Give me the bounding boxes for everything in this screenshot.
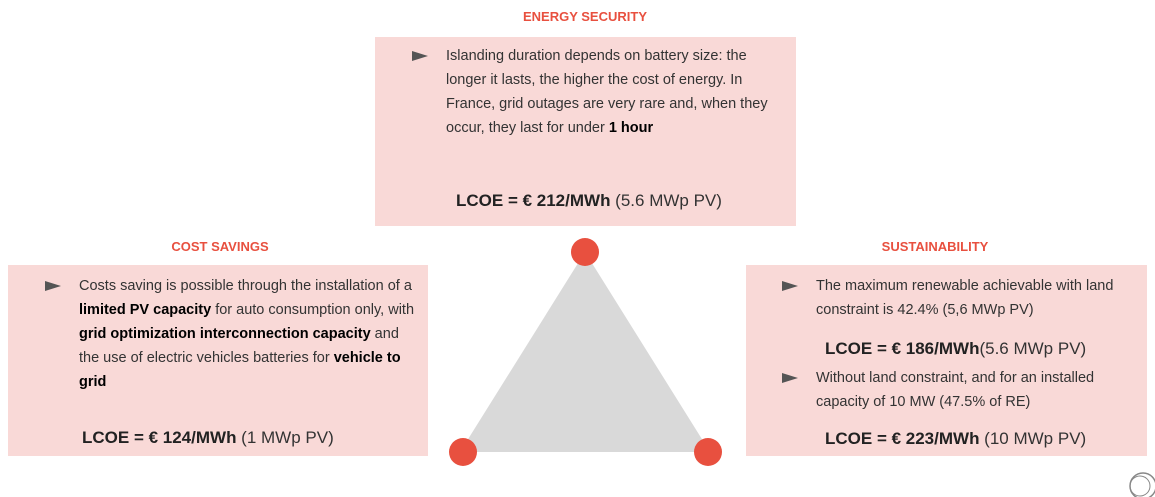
section-box — [746, 265, 1147, 456]
icon — [1129, 475, 1151, 497]
vertex — [571, 238, 599, 266]
text: limited PV capacity — [79, 302, 212, 318]
text: for auto consumption only, with — [211, 302, 415, 318]
text: LCOE = € 124/MWh — [82, 428, 237, 447]
text: and the use of electric vehicles batteri… — [79, 326, 399, 366]
vertex — [449, 438, 477, 466]
text: 1 hour — [608, 120, 654, 136]
section-title: COST SAVINGS — [171, 239, 269, 254]
triangle — [460, 252, 710, 452]
text: LCOE = € 223/MWh — [825, 429, 980, 448]
bullet: Without land constraint, and for an inst… — [782, 366, 1144, 414]
lcoe: LCOE = € 223/MWh (10 MWp PV) — [825, 429, 1086, 449]
text: Islanding duration depends on battery si… — [446, 48, 768, 136]
text: Costs saving is possible through the ins… — [79, 278, 412, 294]
bullet: Islanding duration depends on battery si… — [412, 44, 786, 140]
text: (5.6 MWp PV) — [610, 191, 722, 210]
text: Without land constraint, and for an inst… — [816, 370, 1095, 410]
section-box — [375, 37, 796, 226]
text: LCOE = € 186/MWh — [825, 339, 980, 358]
section-title: ENERGY SECURITY — [522, 9, 647, 24]
text: LCOE = € 212/MWh — [456, 191, 611, 210]
section-title: SUSTAINABILITY — [881, 239, 989, 254]
vertex — [694, 438, 722, 466]
text: The maximum renewable achievable with la… — [816, 278, 1114, 318]
lcoe: LCOE = € 212/MWh (5.6 MWp PV) — [456, 191, 722, 211]
section-box — [8, 265, 428, 456]
lcoe: LCOE = € 186/MWh(5.6 MWp PV) — [825, 339, 1086, 359]
text: grid optimization interconnection capaci… — [79, 326, 371, 342]
bullet: The maximum renewable achievable with la… — [782, 274, 1144, 322]
text: vehicle to grid — [79, 350, 401, 390]
text: (5.6 MWp PV) — [979, 339, 1087, 358]
bullet: Costs saving is possible through the ins… — [45, 274, 415, 394]
text: (1 MWp PV) — [236, 428, 334, 447]
text: (10 MWp PV) — [979, 429, 1087, 448]
lcoe: LCOE = € 124/MWh (1 MWp PV) — [82, 428, 334, 448]
